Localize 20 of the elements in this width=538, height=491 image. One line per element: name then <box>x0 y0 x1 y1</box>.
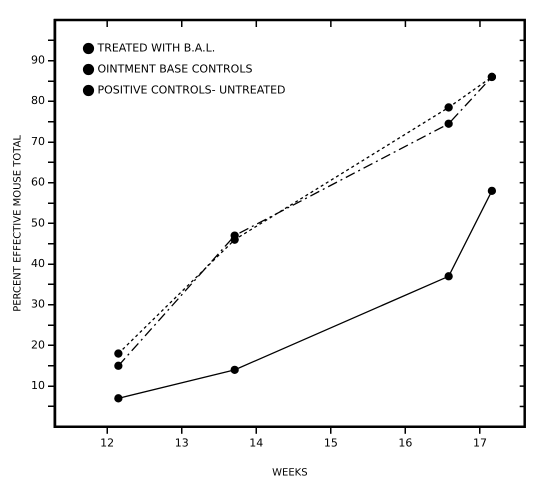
x-tick-label: 13 <box>174 436 189 450</box>
legend-label: POSITIVE CONTROLS- UNTREATED <box>97 83 286 96</box>
x-tick-label: 12 <box>100 436 114 450</box>
y-tick-label: 50 <box>30 216 45 230</box>
x-tick-label: 15 <box>324 436 338 450</box>
y-tick-label: 30 <box>30 298 45 311</box>
legend-label: OINTMENT BASE CONTROLS <box>97 62 252 76</box>
x-tick-label: 16 <box>398 436 412 450</box>
legend-label: TREATED WITH B.A.L. <box>96 41 216 54</box>
y-tick-label: 10 <box>30 378 45 392</box>
y-tick-label: 40 <box>30 256 45 270</box>
x-axis-title: WEEKS <box>272 468 308 479</box>
y-tick-label: 20 <box>30 338 45 352</box>
x-tick-label: 17 <box>472 436 487 450</box>
x-tick-label: 14 <box>249 436 264 450</box>
y-tick-label: 70 <box>30 134 45 148</box>
y-tick-label: 90 <box>30 54 45 67</box>
y-tick-label: 80 <box>30 94 45 108</box>
y-axis-title: PERCENT EFFECTIVE MOUSE TOTAL <box>12 134 24 312</box>
y-tick-label: 60 <box>30 176 45 189</box>
